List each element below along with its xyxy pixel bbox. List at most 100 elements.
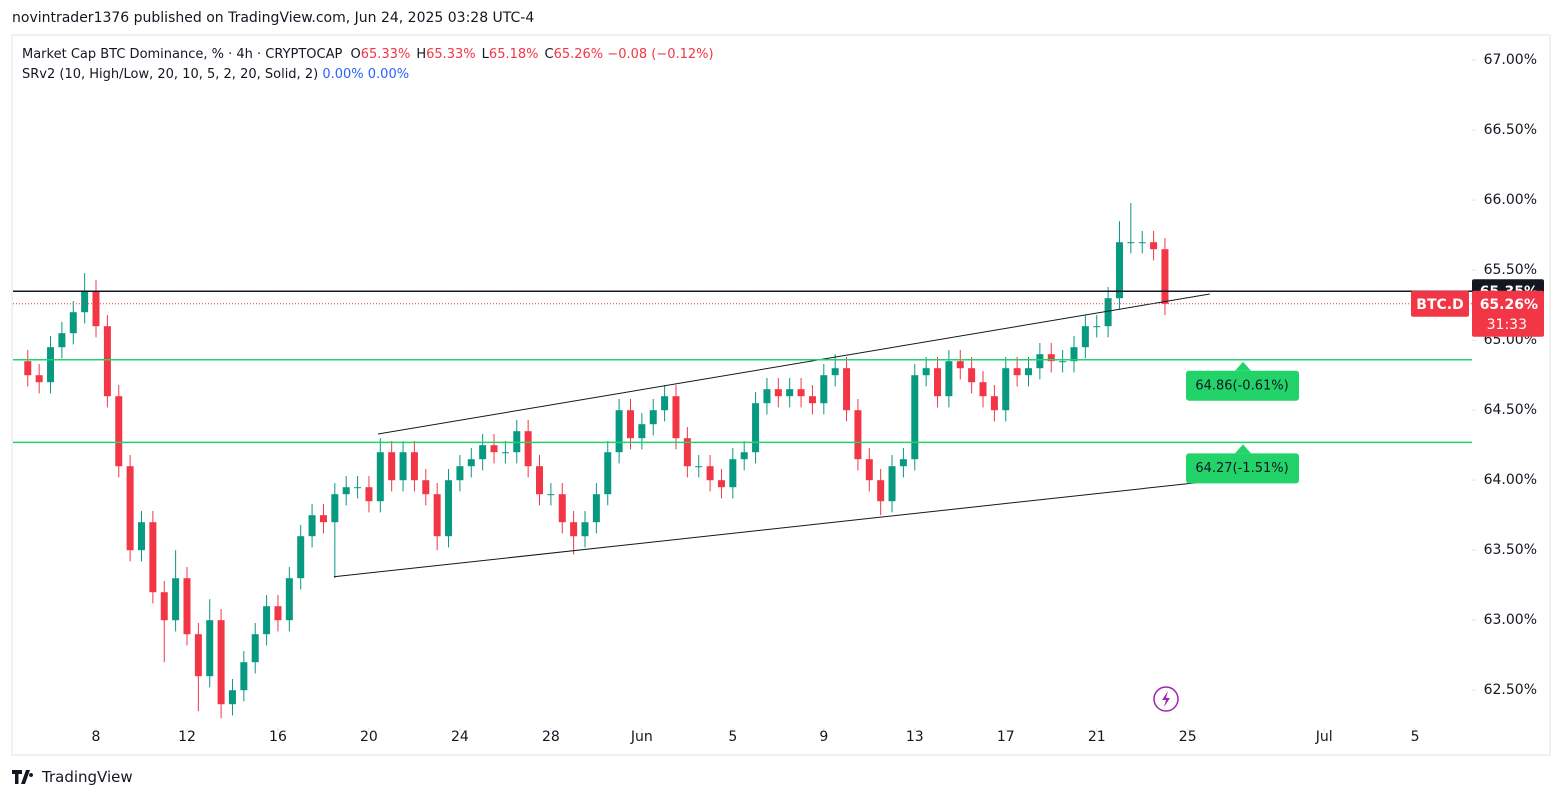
x-tick-label: 21	[1088, 729, 1106, 745]
indicator-value: 0.00%	[322, 67, 364, 82]
candle-body	[103, 326, 111, 397]
candle-body	[717, 480, 725, 488]
candle-body	[388, 452, 396, 481]
candle-body	[183, 578, 191, 635]
candle-body	[934, 368, 942, 397]
ohlc-value: 65.18%	[488, 47, 539, 62]
candle-body	[240, 662, 248, 691]
candle-body	[547, 494, 555, 496]
candle-body	[308, 515, 316, 537]
candle-body	[672, 396, 680, 439]
candle-body	[524, 431, 532, 467]
candle-body	[922, 368, 930, 376]
last-price-label: 65.26%	[1480, 297, 1538, 313]
candle-body	[172, 578, 180, 621]
symbol: Market Cap BTC Dominance, % · 4h · CRYPT…	[22, 47, 343, 62]
candle-body	[990, 396, 998, 411]
logo	[12, 770, 34, 784]
ohlc-value: 65.33%	[426, 47, 476, 62]
y-tick-label: 64.00%	[1484, 472, 1537, 488]
x-tick-label: 5	[728, 729, 737, 745]
candle-body	[911, 375, 919, 460]
candle-body	[820, 375, 828, 404]
candle-body	[24, 361, 32, 376]
candle-body	[1150, 242, 1158, 250]
candle-body	[888, 466, 896, 502]
candle-body	[69, 312, 77, 334]
price-line-label: 65.35%	[1480, 284, 1538, 300]
candle-body	[251, 634, 259, 663]
symbol-label: BTC.D	[1416, 297, 1463, 313]
symbol-tag	[1411, 290, 1469, 317]
candle-body	[899, 459, 907, 467]
candle-body	[683, 438, 691, 467]
legend: Market Cap BTC Dominance, % · 4h · CRYPT…	[22, 45, 714, 85]
x-tick-label: Jun	[630, 729, 653, 745]
x-tick-label: 28	[542, 729, 560, 745]
candle-body	[774, 389, 782, 397]
y-tick-label: 67.00%	[1484, 52, 1537, 68]
publish-info: novintrader1376 published on TradingView…	[12, 10, 535, 26]
legend-row: Market Cap BTC Dominance, % · 4h · CRYPT…	[22, 45, 714, 65]
candle-body	[956, 361, 964, 369]
support-pointer	[1235, 361, 1251, 371]
candle-body	[149, 522, 157, 593]
y-tick-label: 64.50%	[1484, 402, 1537, 418]
candle-body	[729, 459, 737, 488]
support-label: 64.86(-0.61%)	[1195, 378, 1288, 393]
candle-body	[206, 620, 214, 677]
candle-body	[297, 536, 305, 579]
candle-body	[410, 452, 418, 481]
candle-body	[422, 480, 430, 495]
candle-body	[1127, 242, 1135, 244]
y-tick-label: 66.50%	[1484, 122, 1537, 138]
x-tick-label: 9	[819, 729, 828, 745]
plot-area	[13, 203, 1472, 719]
candle-body	[399, 452, 407, 481]
candle-body	[1059, 361, 1067, 363]
candle-body	[1161, 249, 1169, 304]
candle-body	[808, 396, 816, 404]
ohlc-key: L	[481, 47, 489, 62]
last-price-tag	[1472, 290, 1544, 337]
candle-body	[285, 578, 293, 621]
candle-body	[536, 466, 544, 495]
grid	[95, 59, 1476, 731]
candle-body	[217, 620, 225, 705]
candle-body	[319, 515, 327, 523]
candle-body	[1093, 326, 1101, 328]
brand: TradingView	[42, 768, 133, 786]
candle-body	[194, 634, 202, 677]
candle-body	[1036, 354, 1044, 369]
footer: TradingView	[12, 768, 133, 786]
candle-body	[433, 494, 441, 537]
candle-body	[843, 368, 851, 411]
support-box	[1186, 370, 1299, 401]
ohlc-key: H	[416, 47, 427, 62]
candle-body	[35, 375, 43, 383]
candle-body	[228, 690, 236, 705]
candle-body	[138, 522, 146, 551]
candle-body	[706, 466, 714, 481]
candle-body	[786, 389, 794, 397]
candle-body	[501, 452, 509, 454]
candle-body	[945, 361, 953, 397]
candle-body	[1070, 347, 1078, 362]
trendline	[333, 481, 1207, 578]
candle-body	[854, 410, 862, 460]
candle-body	[649, 410, 657, 425]
candle-body	[581, 522, 589, 537]
candle-body	[1002, 368, 1010, 411]
x-tick-label: 5	[1411, 729, 1420, 745]
candle-body	[92, 291, 100, 327]
candle-body	[695, 466, 703, 468]
change: −0.08 (−0.12%)	[607, 47, 714, 62]
support-box	[1186, 453, 1299, 484]
chart-frame	[11, 34, 1551, 756]
axes: 62.50% 63.00% 63.50% 64.00% 64.50% 65.00% 65.5…	[92, 52, 1544, 745]
candle-body	[354, 487, 362, 489]
x-tick-label: 17	[997, 729, 1015, 745]
y-tick-label: 65.00%	[1484, 332, 1537, 348]
x-tick-label: 8	[92, 729, 101, 745]
